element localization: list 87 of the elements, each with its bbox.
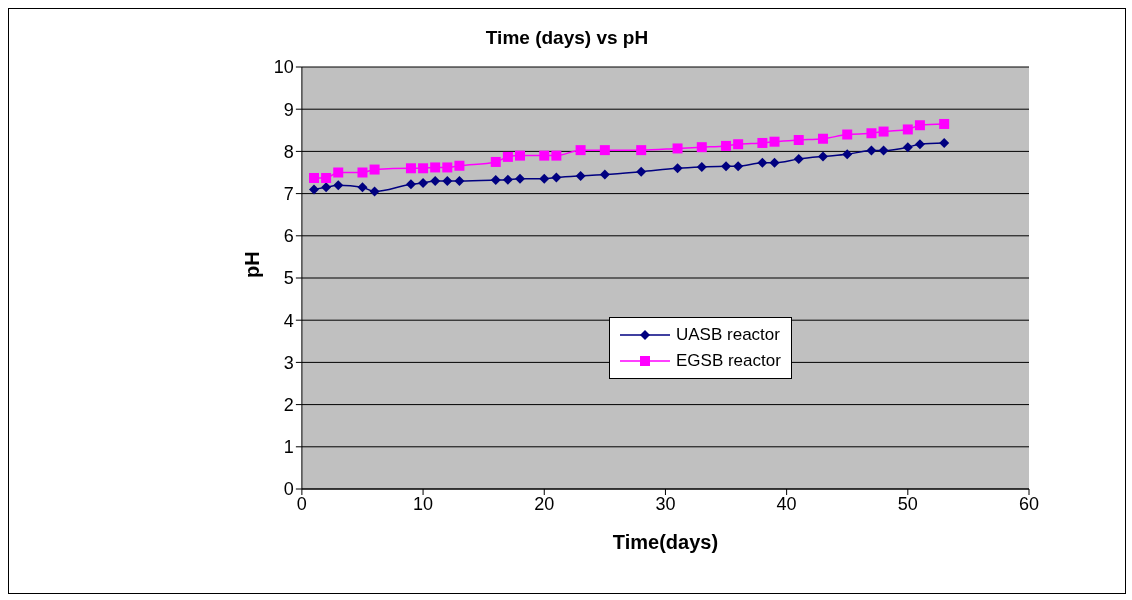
point <box>599 169 610 180</box>
point <box>733 161 744 172</box>
point <box>842 149 853 160</box>
point <box>490 175 501 186</box>
y-tick-label: 7 <box>283 183 294 204</box>
y-tick-label: 4 <box>283 310 294 331</box>
point <box>405 179 416 190</box>
point <box>817 133 828 144</box>
point <box>308 184 319 195</box>
point <box>733 139 744 150</box>
point <box>515 150 526 161</box>
point <box>430 162 441 173</box>
point <box>418 178 429 189</box>
x-axis-title: Time(days) <box>612 531 719 553</box>
x-tick-label: 20 <box>534 493 555 514</box>
x-tick-label: 40 <box>776 493 797 514</box>
x-tick-label: 10 <box>413 493 434 514</box>
point <box>502 174 513 185</box>
point <box>321 172 332 183</box>
point <box>878 126 889 137</box>
point <box>769 136 780 147</box>
y-tick-label: 5 <box>283 268 294 289</box>
point <box>333 180 344 191</box>
point <box>333 167 344 178</box>
point <box>866 145 877 156</box>
legend-label: UASB reactor <box>676 325 780 345</box>
point <box>490 156 501 167</box>
y-tick-label: 1 <box>283 437 294 458</box>
point <box>721 161 732 172</box>
y-tick-label: 10 <box>273 57 294 78</box>
point <box>914 120 925 131</box>
y-tick-label: 9 <box>283 99 294 120</box>
point <box>502 151 513 162</box>
point <box>357 182 368 193</box>
chart-title: Time (days) vs pH <box>484 27 650 49</box>
x-tick-label: 50 <box>897 493 918 514</box>
point <box>817 151 828 162</box>
point <box>454 160 465 171</box>
point <box>696 142 707 153</box>
point <box>430 175 441 186</box>
point <box>539 150 550 161</box>
point <box>418 163 429 174</box>
y-tick-label: 6 <box>283 226 294 247</box>
point <box>866 128 877 139</box>
point <box>321 182 332 193</box>
y-tick-label: 0 <box>283 479 294 500</box>
x-tick-label: 60 <box>1018 493 1040 514</box>
y-tick-label: 2 <box>283 394 294 415</box>
point <box>696 162 707 173</box>
point <box>793 135 804 146</box>
point <box>636 145 647 156</box>
point <box>369 186 380 197</box>
point <box>757 157 768 168</box>
point <box>878 145 889 156</box>
point <box>575 170 586 181</box>
point <box>515 173 526 184</box>
point <box>369 164 380 175</box>
point <box>757 137 768 148</box>
point <box>793 154 804 164</box>
point <box>575 145 586 156</box>
point <box>842 129 853 140</box>
point <box>902 124 913 135</box>
y-tick-label: 8 <box>283 141 294 162</box>
x-tick-label: 0 <box>296 493 307 514</box>
point <box>551 172 562 183</box>
legend-label: EGSB reactor <box>676 351 781 371</box>
y-tick-label: 3 <box>283 352 294 373</box>
point <box>442 175 453 186</box>
point <box>551 150 562 161</box>
point <box>914 139 925 150</box>
point <box>454 175 465 186</box>
y-axis-title: pH <box>240 251 263 278</box>
point <box>939 137 950 148</box>
point <box>902 142 913 153</box>
point <box>769 157 780 168</box>
point <box>599 145 610 156</box>
point <box>672 163 683 174</box>
x-tick-label: 30 <box>655 493 676 514</box>
point <box>939 118 950 129</box>
point <box>672 143 683 154</box>
point <box>539 173 550 184</box>
point <box>405 163 416 174</box>
point <box>636 166 647 177</box>
point <box>721 140 732 151</box>
point <box>308 172 319 183</box>
point <box>442 162 453 173</box>
point <box>357 167 368 178</box>
